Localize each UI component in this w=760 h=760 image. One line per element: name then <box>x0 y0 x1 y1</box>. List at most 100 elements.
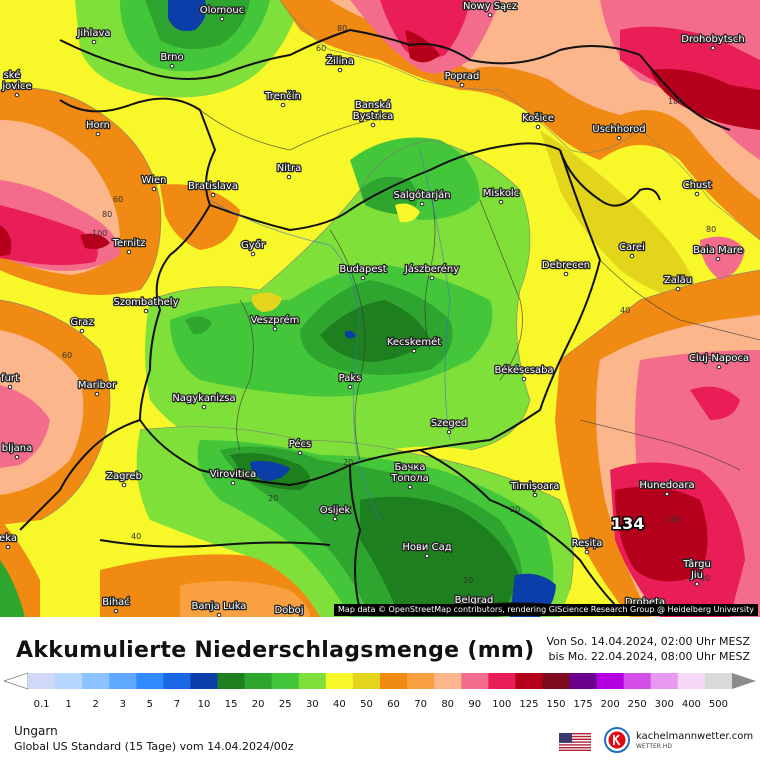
city-label: Timișoara <box>510 481 560 492</box>
city-label: Banská <box>355 99 391 111</box>
city-label: Chust <box>683 180 712 191</box>
city-marker <box>14 454 20 460</box>
city-marker <box>710 45 716 51</box>
scale-tick-label: 10 <box>198 699 211 710</box>
scale-swatch <box>569 673 597 689</box>
scale-swatch <box>704 673 733 689</box>
city-label: Paks <box>339 373 362 384</box>
city-label: Nitra <box>277 163 301 174</box>
scale-swatch <box>217 673 245 689</box>
city-label: Miskolc <box>483 188 519 199</box>
city-marker <box>429 275 435 281</box>
scale-tick-label: 15 <box>225 699 238 710</box>
scale-swatch <box>190 673 218 689</box>
city-marker <box>216 612 222 617</box>
city-label: Нови Сад <box>402 542 451 553</box>
city-marker <box>487 12 493 18</box>
contour-label: 60 <box>62 351 72 360</box>
city-label: Doboj <box>274 605 303 616</box>
scale-tick-label: 40 <box>333 699 346 710</box>
scale-swatch <box>488 673 516 689</box>
city-marker <box>7 384 13 390</box>
city-label: Virovitica <box>210 469 256 480</box>
city-label: Győr <box>241 239 266 251</box>
city-marker <box>143 308 149 314</box>
city-marker <box>360 275 366 281</box>
contour-label: 20 <box>343 458 353 467</box>
city-marker <box>95 131 101 137</box>
city-marker <box>297 450 303 456</box>
contour-label: 60 <box>316 44 326 53</box>
period-end: bis Mo. 22.04.2024, 08:00 Uhr MESZ <box>548 650 750 663</box>
city-label: Budapest <box>339 264 386 275</box>
us-flag-icon[interactable] <box>559 733 591 751</box>
city-marker <box>584 549 590 555</box>
scale-tick-label: 100 <box>492 699 511 710</box>
city-marker <box>14 92 20 98</box>
contour-label: 40 <box>131 532 141 541</box>
city-label: Kecskemét <box>387 336 441 348</box>
city-marker <box>210 192 216 198</box>
city-marker <box>5 544 11 550</box>
scale-tick-label: 250 <box>628 699 647 710</box>
city-label: Jihlava <box>76 28 110 39</box>
city-marker <box>498 199 504 205</box>
scale-swatch <box>407 673 435 689</box>
region-borders <box>199 109 760 471</box>
city-marker <box>532 492 538 498</box>
contour-label: 60 <box>113 195 123 204</box>
city-label: Drohobytsch <box>681 34 744 45</box>
scale-swatch <box>271 673 300 689</box>
city-label: Horn <box>86 120 110 131</box>
scale-tick-label: 500 <box>709 699 728 710</box>
city-marker <box>521 376 527 382</box>
city-marker <box>94 391 100 397</box>
contour-label: 80 <box>700 574 710 583</box>
city-label: Olomouc <box>200 5 244 16</box>
scale-tick-label: 50 <box>360 699 373 710</box>
city-label: Jiu <box>690 570 703 581</box>
city-marker <box>664 491 670 497</box>
city-marker <box>419 201 425 207</box>
scale-swatch <box>244 673 272 689</box>
max-precip-label: 134 <box>611 514 644 533</box>
contour-label: 40 <box>590 541 600 550</box>
city-marker <box>219 16 225 22</box>
city-marker <box>280 102 286 108</box>
contour-label: 20 <box>268 494 278 503</box>
city-label: Banja Luka <box>192 601 247 612</box>
contour-value-labels: 80 60 100 60 80 100 80 40 60 40 20 20 20… <box>62 24 716 585</box>
city-label: Топола <box>390 473 428 484</box>
city-label: Szombathely <box>113 297 178 308</box>
city-label: Košice <box>522 112 554 124</box>
city-label: ské <box>4 69 21 81</box>
scale-swatch <box>28 673 56 689</box>
contour-label: 100 <box>666 515 681 524</box>
city-marker <box>9 81 15 87</box>
city-label: eka <box>0 533 17 544</box>
city-label: Bystrica <box>353 111 393 122</box>
city-marker <box>694 581 700 587</box>
city-label: Baia Mare <box>693 245 743 256</box>
map-title: Akkumulierte Niederschlagsmenge (mm) <box>16 638 535 663</box>
city-marker <box>286 174 292 180</box>
contour-label: 20 <box>510 505 520 514</box>
scale-tick-label: 1 <box>65 699 71 710</box>
city-marker <box>407 473 413 479</box>
scale-arrow-left <box>4 672 29 690</box>
scale-swatch <box>596 673 624 689</box>
scale-tick-label: 175 <box>574 699 593 710</box>
precipitation-map: 80 60 100 60 80 100 80 40 60 40 20 20 20… <box>0 0 760 617</box>
city-label: Veszprém <box>251 314 300 326</box>
city-marker <box>459 82 465 88</box>
city-label: Debrecen <box>542 260 590 271</box>
scale-swatch <box>461 673 489 689</box>
city-label: Wien <box>142 175 167 186</box>
scale-swatch <box>325 673 354 689</box>
scale-tick-label: 7 <box>174 699 180 710</box>
city-marker <box>332 516 338 522</box>
city-marker <box>201 404 207 410</box>
kachelmann-logo-icon[interactable] <box>604 727 630 753</box>
brand-name[interactable]: kachelmannwetter.com <box>636 731 754 742</box>
contour-label: 40 <box>620 306 630 315</box>
